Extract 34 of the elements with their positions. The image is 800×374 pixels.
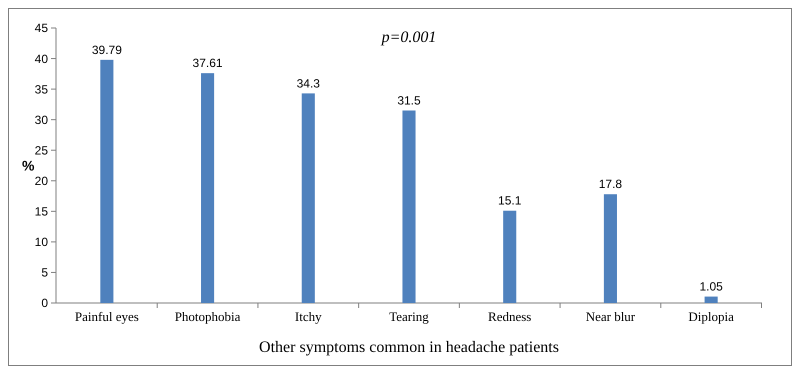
bar: [402, 110, 416, 303]
x-tick-label: Tearing: [389, 309, 430, 324]
data-label: 1.05: [699, 280, 724, 294]
data-label: 31.5: [397, 94, 421, 108]
x-tick-label: Near blur: [586, 309, 636, 324]
x-tick-label: Painful eyes: [74, 309, 139, 324]
y-axis-title: %: [22, 157, 35, 174]
y-tick-label: 20: [34, 174, 48, 188]
y-tick-label: 5: [41, 266, 48, 280]
data-label: 37.61: [192, 56, 223, 70]
bar: [100, 60, 114, 303]
x-tick-label: Photophobia: [174, 309, 241, 324]
y-tick-label: 10: [34, 235, 48, 250]
x-tick-label: Redness: [488, 309, 532, 324]
y-tick-label: 15: [34, 204, 48, 219]
y-tick-label: 35: [34, 82, 48, 96]
bar: [503, 210, 516, 303]
bar: [704, 296, 718, 303]
x-tick-label: Itchy: [294, 309, 322, 324]
y-tick-label: 30: [34, 112, 48, 127]
bar: [604, 194, 617, 303]
y-tick-label: 25: [34, 143, 48, 158]
y-tick-label: 40: [34, 52, 48, 66]
data-label: 34.3: [296, 76, 320, 90]
annotation: p=0.001: [380, 29, 436, 46]
data-label: 15.1: [498, 194, 522, 208]
data-label: 39.79: [92, 42, 122, 57]
y-tick-label: 0: [41, 296, 48, 310]
data-label: 17.8: [598, 177, 622, 192]
y-tick-label: 45: [34, 21, 48, 36]
x-axis-title: Other symptoms common in headache patients: [259, 339, 559, 356]
bar: [201, 73, 214, 303]
bar: [302, 93, 315, 303]
x-tick-label: Diplopia: [688, 309, 734, 324]
